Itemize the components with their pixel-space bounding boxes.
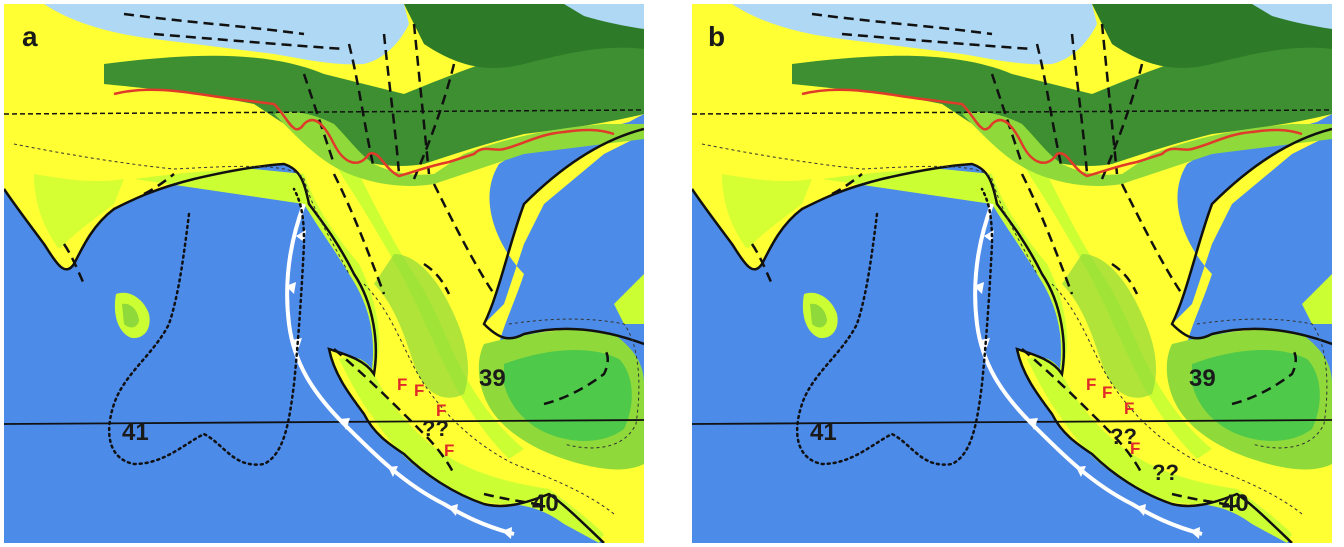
paleogeographic-map-b: b 39 40 41 ?? ?? F F F F (692, 4, 1332, 543)
fossil-f-marker: F (1086, 375, 1096, 394)
unknown-marker: ?? (422, 416, 449, 441)
panel-letter: a (22, 21, 38, 52)
fossil-f-marker: F (1130, 439, 1140, 458)
region-label-39: 39 (1189, 365, 1216, 392)
paleogeographic-map-a: a 39 40 41 ?? F F F F (4, 4, 644, 543)
fossil-f-marker: F (1102, 383, 1112, 402)
fossil-f-marker: F (436, 401, 446, 420)
fossil-f-marker: F (397, 375, 407, 394)
panel-letter: b (708, 21, 725, 52)
region-label-41: 41 (122, 419, 149, 446)
region-label-40: 40 (1222, 490, 1249, 517)
fossil-f-marker: F (444, 441, 454, 460)
fossil-f-marker: F (1124, 399, 1134, 418)
map-panel-b: b 39 40 41 ?? ?? F F F F (692, 4, 1332, 543)
region-label-39: 39 (479, 365, 506, 392)
map-panel-a: a 39 40 41 ?? F F F F (4, 4, 644, 543)
fossil-f-marker: F (414, 381, 424, 400)
unknown-marker: ?? (1152, 460, 1179, 485)
unknown-marker: ?? (1110, 424, 1137, 449)
region-label-40: 40 (532, 490, 559, 517)
region-label-41: 41 (810, 419, 837, 446)
